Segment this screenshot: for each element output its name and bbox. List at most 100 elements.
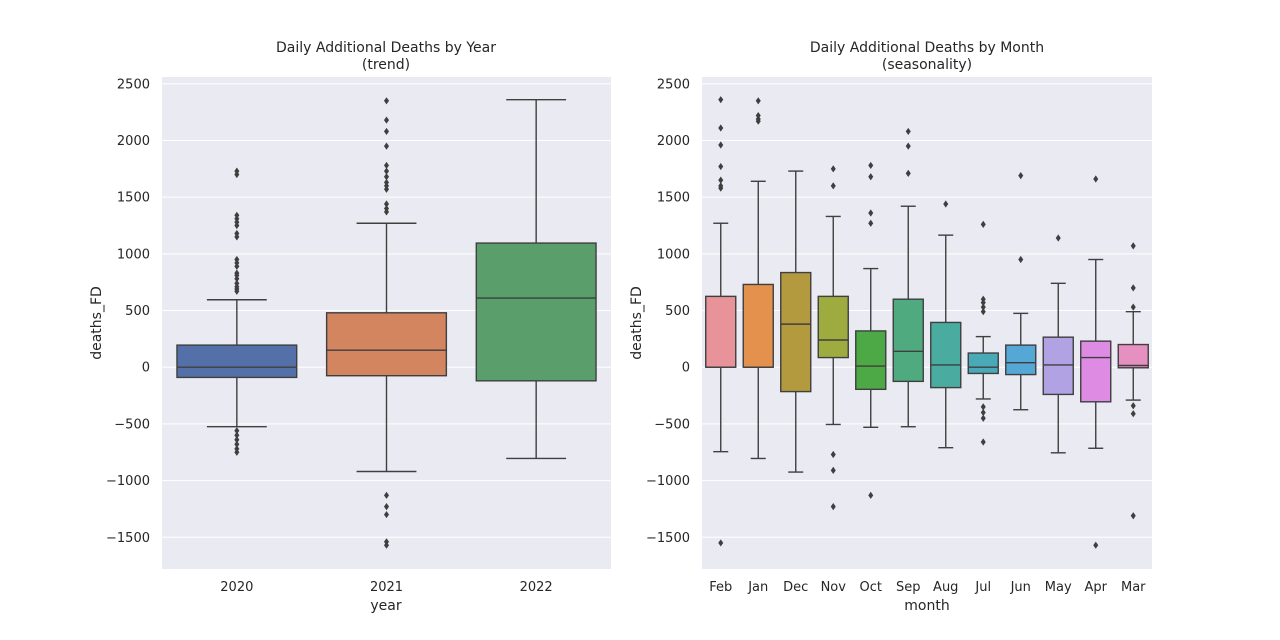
box-Mar [1117,242,1149,520]
outlier-point [383,142,390,150]
boxes-year [176,97,597,549]
box-Sep [892,127,924,428]
outlier-point [980,408,986,417]
y-ticks-month: −1500 −1000 −500 0 500 1000 1500 2000 2500 [646,77,690,545]
outlier-point [383,116,390,124]
outlier-point [905,169,911,177]
outlier-point [234,275,240,283]
chart-subtitle-year: (trend) [362,57,410,73]
outlier-point [383,541,390,549]
y-tick-label: 2000 [657,134,690,149]
x-ticks-month: Feb Jan Dec Nov Oct Sep Aug Jul Jun May Apr Mar [709,580,1146,595]
outlier-point [755,117,761,125]
outlier-point [1130,284,1136,292]
x-tick-label: Dec [783,580,808,595]
y-tick-label: −500 [114,417,150,432]
outlier-point [980,438,986,446]
y-tick-label: 2500 [657,77,690,92]
outlier-point [830,450,836,459]
outlier-point [234,436,240,444]
box-Dec [780,170,812,473]
outlier-point [1130,410,1136,418]
outlier-point [234,170,240,179]
y-tick-label: 500 [665,304,690,319]
outlier-point [383,510,390,519]
chart-title-month: Daily Additional Deaths by Month [810,40,1044,56]
outlier-point [1130,512,1136,520]
outlier-point [234,427,240,435]
x-tick-label: Sep [896,580,921,595]
iqr-box [176,344,298,379]
iqr-box [1005,344,1037,376]
iqr-box [705,295,737,368]
iqr-box [930,321,962,389]
y-tick-label: −1500 [106,531,150,546]
iqr-box [1080,340,1112,403]
x-tick-label: Jul [974,580,991,595]
outlier-point [980,308,986,316]
outlier-point [383,208,390,216]
x-tick-label: 2020 [220,580,253,595]
outlier-point [868,209,874,217]
y-tick-label: −500 [654,417,690,432]
box-Feb [705,96,737,547]
y-tick-label: −1500 [646,531,690,546]
outlier-point [383,200,390,208]
y-tick-label: −1000 [106,474,150,489]
outlier-point [718,96,724,104]
outlier-point [868,491,874,499]
box-2021 [325,97,448,549]
x-tick-label: 2022 [520,580,553,595]
outlier-point [234,233,240,241]
outlier-point [234,262,240,270]
x-tick-label: Oct [860,580,882,595]
outlier-point [234,221,240,230]
box-May [1042,234,1074,454]
outlier-point [1018,255,1024,264]
outlier-point [718,176,724,184]
y-tick-label: −1000 [646,474,690,489]
outlier-point [830,503,836,511]
outlier-point [980,303,986,311]
outlier-point [234,440,240,448]
x-tick-label: Aug [933,580,958,595]
box-2020 [176,167,298,456]
box-Aug [930,200,962,449]
iqr-box [967,352,999,375]
outlier-point [830,466,836,474]
outlier-point [383,503,390,511]
outlier-point [1130,242,1136,250]
outlier-point [980,298,986,307]
outlier-point [383,491,390,499]
iqr-box [855,330,887,391]
outlier-point [383,173,390,181]
iqr-box [1042,336,1074,396]
outlier-point [943,200,949,208]
iqr-box [892,298,924,383]
outlier-point [980,403,986,411]
x-tick-label: Jun [1010,580,1031,595]
outlier-point [718,184,724,192]
x-ticks-year: 2020 2021 2022 [220,580,552,595]
outlier-point [718,124,724,132]
outlier-point [868,173,874,181]
y-ticks-year: −1500 −1000 −500 0 500 1000 1500 2000 2500 [106,77,150,545]
x-axis-label-year: year [370,598,401,614]
outlier-point [1130,402,1136,410]
x-tick-label: Feb [709,580,732,595]
outlier-point [383,97,390,105]
y-tick-label: 0 [142,361,150,376]
iqr-box [475,242,597,382]
outlier-point [718,141,724,149]
plot-area-month [702,77,1152,569]
outlier-point [980,414,986,422]
outlier-point [755,97,761,105]
outlier-point [718,162,724,171]
x-tick-label: Jan [747,580,768,595]
outlier-point [234,448,240,456]
outlier-point [980,220,986,228]
outlier-point [718,539,724,547]
outlier-point [383,185,390,193]
